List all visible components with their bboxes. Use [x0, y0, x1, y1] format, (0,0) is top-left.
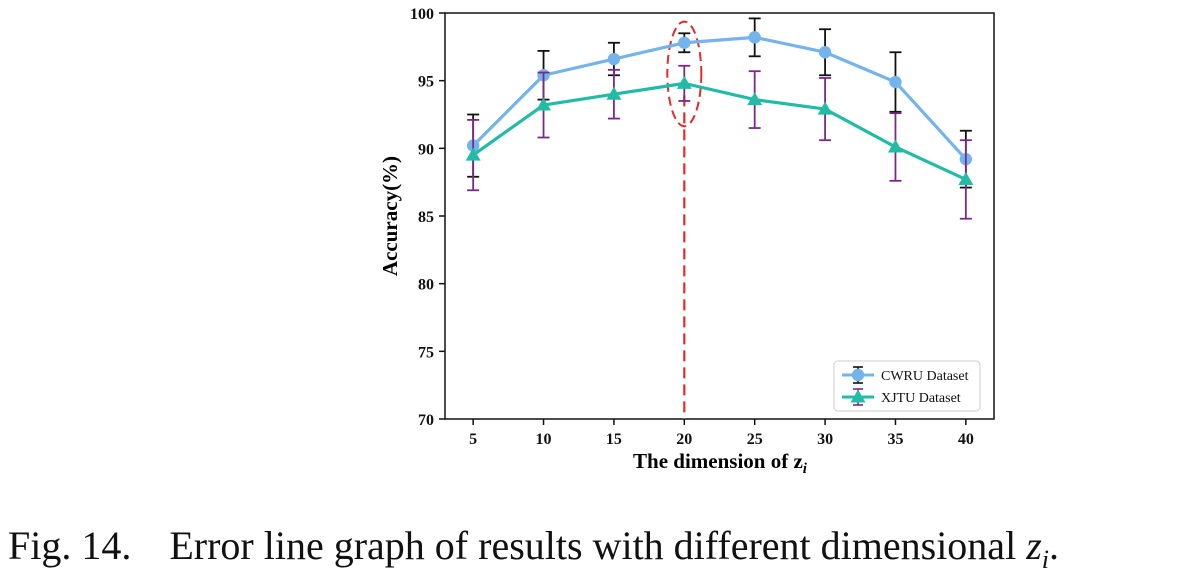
x-tick-label: 5	[469, 431, 477, 448]
y-tick-label: 100	[410, 6, 434, 23]
y-tick-label: 70	[418, 412, 434, 429]
data-point-marker	[747, 92, 763, 106]
x-tick-label: 10	[536, 431, 552, 448]
data-point-marker	[607, 52, 621, 66]
x-tick-label: 20	[676, 431, 692, 448]
y-tick-label: 75	[418, 344, 434, 361]
legend-marker	[850, 389, 866, 403]
x-tick-label: 35	[887, 431, 903, 448]
x-tick-label: 30	[817, 431, 833, 448]
caption-text: Error line graph of results with differe…	[169, 523, 1017, 568]
y-tick-label: 85	[418, 209, 434, 226]
figure-caption: Fig. 14. Error line graph of results with…	[8, 523, 1059, 574]
x-tick-label: 15	[606, 431, 622, 448]
data-point-marker	[817, 101, 833, 115]
data-point-marker	[958, 171, 974, 185]
error-line-chart: Accuracy(%) The dimension of zi 70 75 80 85…	[378, 6, 995, 477]
data-point-marker	[887, 139, 903, 153]
highlight-ellipse	[666, 20, 703, 128]
data-point-marker	[606, 86, 622, 100]
data-point-marker	[889, 75, 902, 89]
legend-marker	[851, 368, 865, 382]
y-tick-label: 90	[418, 141, 434, 158]
y-axis-label: Accuracy(%)	[378, 156, 402, 276]
data-point-marker	[818, 46, 832, 59]
x-tick-label: 25	[747, 431, 763, 448]
data-point-marker	[465, 147, 481, 161]
y-tick-label: 80	[418, 277, 434, 294]
data-point-marker	[536, 97, 552, 111]
legend-label: CWRU Dataset	[881, 369, 969, 384]
legend-label: XJTU Dataset	[881, 391, 961, 406]
x-axis-label: The dimension of zi	[633, 449, 808, 477]
plot-frame	[444, 12, 995, 420]
caption-math-variable: zi	[1026, 523, 1049, 574]
series-line-cwru	[472, 35, 968, 161]
data-point-marker	[748, 31, 761, 44]
x-tick-label: 40	[958, 431, 974, 448]
data-point-marker	[676, 75, 692, 89]
y-tick-label: 95	[418, 74, 434, 91]
data-point-marker	[678, 36, 691, 49]
figure-label: Fig. 14.	[8, 523, 132, 568]
series-line-xjtu	[472, 81, 967, 181]
